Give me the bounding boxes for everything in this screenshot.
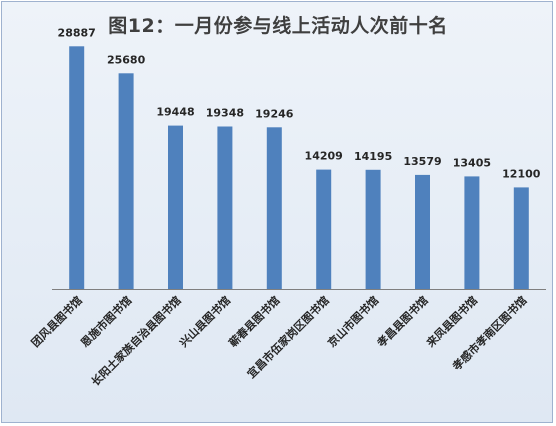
data-label-4: 19246 (255, 107, 294, 120)
bar-2 (168, 125, 183, 289)
bar-7 (415, 174, 430, 289)
data-label-1: 25680 (107, 53, 146, 66)
bar-9 (513, 187, 529, 289)
bar-4 (266, 127, 282, 289)
data-label-8: 13405 (453, 156, 491, 169)
x-tick-label-3: 兴山县图书馆 (176, 293, 233, 350)
data-labels-group: 28887 25680 19448 19348 19246 14209 14195 13579… (58, 26, 541, 180)
x-tick-label-7: 孝昌县图书馆 (373, 293, 430, 350)
bars-group (69, 46, 529, 289)
data-label-5: 14209 (305, 150, 343, 163)
data-label-7: 13579 (403, 155, 441, 168)
data-label-0: 28887 (58, 26, 96, 39)
x-tick-label-5: 宜昌市伍家岗区图书馆 (244, 293, 332, 381)
bar-5 (316, 169, 332, 289)
bar-0 (69, 46, 85, 289)
bar-3 (217, 126, 233, 289)
data-label-9: 12100 (502, 167, 541, 180)
x-tick-label-0: 团风县图书馆 (28, 293, 85, 350)
bar-6 (365, 169, 381, 289)
data-label-3: 19348 (206, 107, 244, 120)
x-tick-label-6: 京山市图书馆 (325, 293, 382, 350)
x-tick-labels-group: 团风县图书馆恩施市图书馆长阳土家族自治县图书馆兴山县图书馆蕲春县图书馆宜昌市伍家… (28, 293, 529, 388)
bar-8 (464, 176, 480, 289)
x-tick-label-2: 长阳土家族自治县图书馆 (88, 293, 183, 388)
bar-1 (118, 73, 134, 289)
chart-title: 图12：一月份参与线上活动人次前十名 (108, 15, 448, 37)
data-label-2: 19448 (156, 106, 194, 119)
data-label-6: 14195 (354, 150, 392, 163)
